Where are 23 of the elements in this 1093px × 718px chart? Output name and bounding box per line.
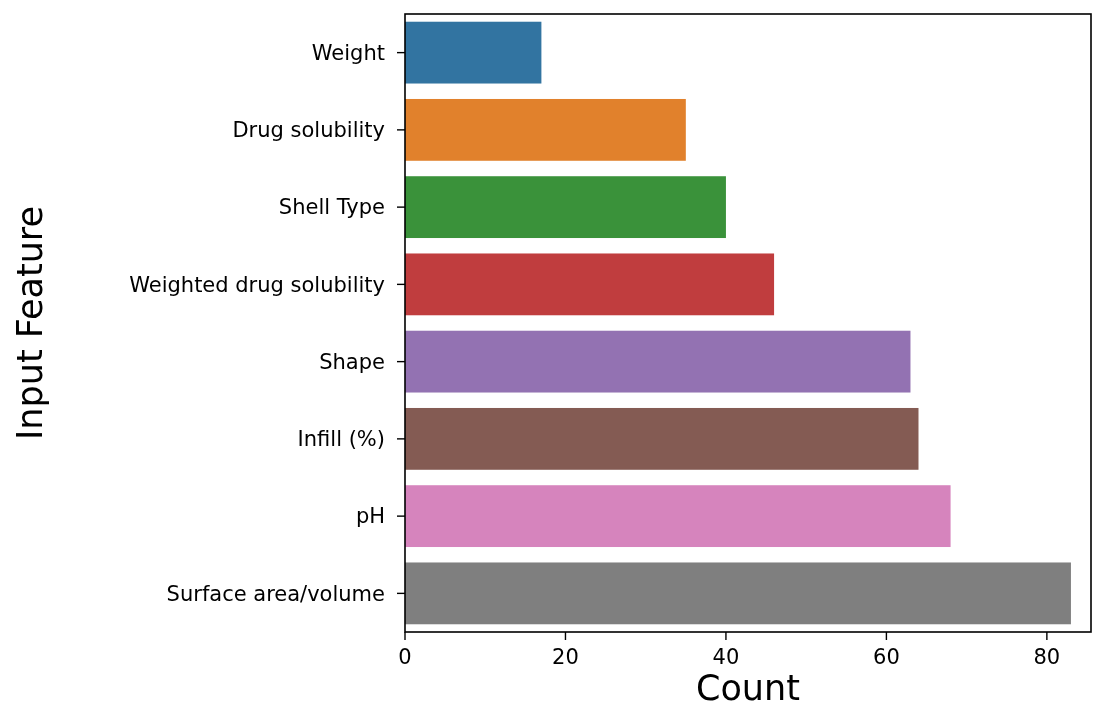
y-tick-label: Shell Type xyxy=(278,195,385,220)
bar xyxy=(405,407,919,470)
x-tick-label: 40 xyxy=(712,645,740,669)
bar xyxy=(405,562,1071,625)
y-tick-label: pH xyxy=(355,504,385,529)
bar xyxy=(405,485,951,548)
x-tick-label: 60 xyxy=(873,645,900,669)
bar xyxy=(405,21,542,84)
bar xyxy=(405,176,726,239)
y-tick-label: Surface area/volume xyxy=(166,581,385,606)
y-tick-label: Shape xyxy=(319,349,385,374)
x-axis-title: Count xyxy=(696,668,800,708)
bar xyxy=(405,253,775,316)
bar xyxy=(405,330,911,393)
y-tick-label: Weighted drug solubility xyxy=(129,272,385,297)
y-tick-label: Weight xyxy=(311,40,385,65)
x-tick-label: 80 xyxy=(1033,645,1061,669)
bar xyxy=(405,98,686,161)
y-axis-title: Input Feature xyxy=(10,205,50,441)
y-tick-label: Drug solubility xyxy=(232,118,385,143)
x-tick-label: 0 xyxy=(398,645,412,669)
y-tick-label: Infill (%) xyxy=(297,427,385,452)
x-tick-label: 20 xyxy=(552,645,579,669)
